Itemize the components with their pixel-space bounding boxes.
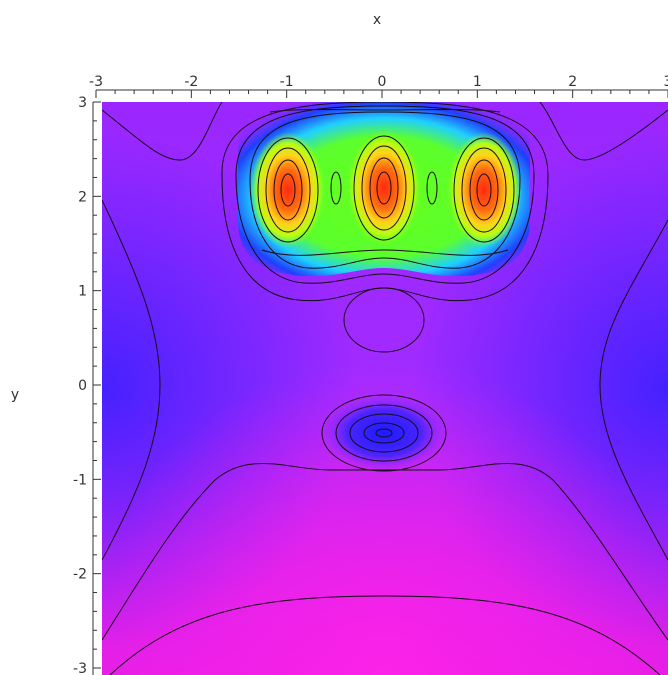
- contour-line: [353, 135, 415, 241]
- plot-area: [102, 102, 668, 675]
- contour-line: [102, 102, 223, 161]
- contour-line: [261, 249, 509, 256]
- contour-line: [102, 199, 161, 561]
- contour-line: [469, 159, 499, 221]
- y-tick-label: -3: [73, 661, 87, 675]
- contour-line: [599, 219, 668, 561]
- x-tick-label: 3: [664, 74, 668, 90]
- contour-line: [265, 147, 311, 233]
- peak-right: [446, 132, 522, 248]
- contour-line: [349, 413, 419, 453]
- contour-line: [369, 157, 399, 219]
- contour-line: [461, 147, 507, 233]
- x-tick-label: -3: [89, 74, 103, 90]
- y-tick-label: 2: [78, 189, 87, 205]
- contour-line: [269, 109, 501, 113]
- x-tick-label: 0: [378, 74, 387, 90]
- y-tick-label: 3: [78, 95, 87, 111]
- contour-line: [235, 105, 535, 284]
- lower-minimum-fill: [322, 395, 446, 471]
- x-tick-label: 1: [473, 74, 482, 90]
- contour-line: [476, 173, 492, 207]
- x-tick-label: 2: [568, 74, 577, 90]
- contour-line: [539, 102, 668, 161]
- y-tick-label: -1: [73, 472, 87, 488]
- tick-labels: -3 -2 -1 0 1 2 3 3 2 1 0 -1 -2 -3: [73, 74, 668, 675]
- y-tick-label: -2: [73, 567, 87, 583]
- contour-line: [280, 173, 296, 207]
- contour-line: [249, 111, 521, 269]
- contour-line: [102, 462, 668, 641]
- contour-line: [330, 171, 342, 205]
- axes: [92, 89, 668, 675]
- contour-line: [335, 404, 433, 462]
- contour-line: [109, 595, 661, 675]
- contour-line: [426, 171, 438, 205]
- x-tick-label: -2: [184, 74, 198, 90]
- x-axis-label: x: [373, 12, 381, 28]
- peak-center: [346, 130, 422, 246]
- x-tick-label: -1: [280, 74, 294, 90]
- y-tick-label: 0: [78, 378, 87, 394]
- contour-line: [221, 102, 549, 302]
- contour-line: [321, 394, 447, 472]
- contour-line: [273, 159, 303, 221]
- contour-lines: [102, 102, 668, 675]
- contour-line: [375, 428, 393, 438]
- peak-left: [250, 132, 326, 248]
- contour-line: [361, 145, 407, 231]
- contour-line: [257, 137, 319, 243]
- y-tick-label: 1: [78, 284, 87, 300]
- y-axis-label: y: [11, 387, 19, 403]
- contour-line: [376, 171, 392, 205]
- contour-line: [363, 422, 405, 444]
- contour-line: [453, 137, 515, 243]
